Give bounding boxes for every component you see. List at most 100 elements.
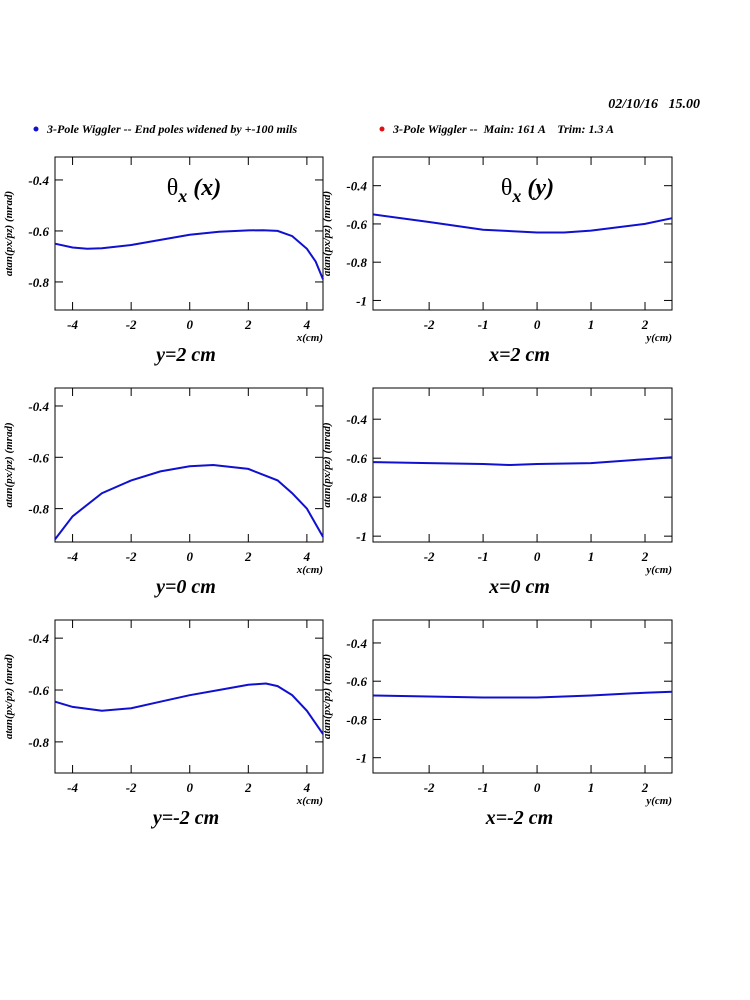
y-tick-label: -0.8 — [346, 712, 367, 727]
y-tick-label: -0.8 — [28, 275, 49, 290]
data-line — [372, 690, 673, 699]
data-line — [54, 229, 324, 280]
y-tick-label: -0.6 — [346, 217, 367, 232]
x-tick-label: -1 — [478, 549, 489, 564]
x-axis-label: x(cm) — [296, 332, 323, 344]
panel: -2 -1 0 1 2 -0.4 -0.6 -0.8 -1 y(cm) atan(px/pz) (m… — [321, 156, 673, 366]
data-line — [372, 456, 673, 467]
x-tick-label: 2 — [244, 780, 252, 795]
panel-caption: y=2 cm — [154, 344, 216, 366]
x-axis-label: y(cm) — [644, 564, 672, 576]
x-tick-label: -1 — [478, 780, 489, 795]
x-tick-label: -2 — [424, 317, 435, 332]
y-tick-label: -0.8 — [346, 255, 367, 270]
y-tick-label: -0.8 — [28, 735, 49, 750]
x-tick-label: 0 — [534, 549, 541, 564]
y-tick-label: -1 — [356, 529, 367, 544]
y-axis-label: atan(px/pz) (mrad) — [3, 422, 15, 507]
x-tick-label: -4 — [67, 780, 78, 795]
x-tick-label: 2 — [641, 780, 649, 795]
y-tick-label: -0.4 — [346, 412, 367, 427]
y-tick-label: -0.6 — [346, 451, 367, 466]
panel-caption: x=-2 cm — [485, 807, 554, 829]
panel: -4 -2 0 2 4 -0.4 -0.6 -0.8 x(cm) atan(px/pz) (mra… — [3, 619, 324, 829]
title-part: x — [511, 186, 521, 206]
x-tick-label: 2 — [641, 317, 649, 332]
data-line — [54, 463, 324, 541]
x-tick-label: 0 — [186, 549, 193, 564]
x-tick-label: 2 — [244, 317, 252, 332]
y-axis-label: atan(px/pz) (mrad) — [321, 654, 333, 739]
x-tick-label: -4 — [67, 317, 78, 332]
panel-caption: x=0 cm — [488, 576, 550, 598]
plot-frame — [372, 156, 673, 311]
data-line — [372, 213, 673, 234]
x-tick-label: 1 — [588, 549, 595, 564]
y-tick-label: -0.6 — [28, 450, 49, 465]
x-tick-label: -2 — [126, 549, 137, 564]
plot-frame — [54, 619, 324, 774]
y-tick-label: -0.8 — [346, 490, 367, 505]
x-tick-label: -2 — [424, 780, 435, 795]
x-tick-label: -2 — [424, 549, 435, 564]
y-tick-label: -0.6 — [28, 683, 49, 698]
panel-caption: x=2 cm — [488, 344, 550, 366]
x-tick-label: 4 — [303, 549, 311, 564]
plot-frame — [54, 387, 324, 543]
y-tick-label: -0.6 — [28, 224, 49, 239]
panel: -4 -2 0 2 4 -0.4 -0.6 -0.8 x(cm) atan(px/pz) (mra… — [3, 387, 324, 598]
legend-marker — [33, 126, 39, 132]
legend-text: 3-Pole Wiggler -- Main: 161 A Trim: 1.3 … — [392, 122, 614, 136]
x-axis-label: x(cm) — [296, 564, 323, 576]
legend-text: 3-Pole Wiggler -- End poles widened by +… — [46, 122, 297, 136]
title-part: θ — [501, 175, 513, 201]
plot-frame — [372, 387, 673, 543]
panel-caption: y=-2 cm — [151, 807, 219, 829]
title-part: θ — [167, 175, 179, 201]
x-tick-label: 0 — [534, 317, 541, 332]
date: 02/10/16 15.00 — [608, 97, 700, 112]
x-tick-label: 1 — [588, 780, 595, 795]
data-line — [54, 682, 324, 735]
x-tick-label: 2 — [641, 549, 649, 564]
x-tick-label: -4 — [67, 549, 78, 564]
x-tick-label: 4 — [303, 780, 311, 795]
y-axis-label: atan(px/pz) (mrad) — [3, 654, 15, 739]
y-tick-label: -0.8 — [28, 502, 49, 517]
x-tick-label: 4 — [303, 317, 311, 332]
x-tick-label: -2 — [126, 317, 137, 332]
x-tick-label: 0 — [186, 780, 193, 795]
x-tick-label: 0 — [534, 780, 541, 795]
panel: -2 -1 0 1 2 -0.4 -0.6 -0.8 -1 y(cm) atan(px/pz) (m… — [321, 619, 673, 829]
x-axis-label: y(cm) — [644, 795, 672, 807]
panel-title: θx (x) — [167, 175, 221, 206]
panel-title: θx (y) — [501, 175, 554, 206]
y-tick-label: -0.4 — [346, 179, 367, 194]
y-axis-label: atan(px/pz) (mrad) — [321, 191, 333, 276]
y-tick-label: -0.4 — [28, 173, 49, 188]
y-axis-label: atan(px/pz) (mrad) — [3, 191, 15, 276]
y-tick-label: -0.4 — [28, 399, 49, 414]
panel: -4 -2 0 2 4 -0.4 -0.6 -0.8 x(cm) atan(px/pz) (mra… — [3, 156, 324, 366]
panel-caption: y=0 cm — [154, 576, 216, 598]
y-tick-label: -0.4 — [28, 631, 49, 646]
x-axis-label: y(cm) — [644, 332, 672, 344]
plot-frame — [54, 156, 324, 311]
y-tick-label: -1 — [356, 751, 367, 766]
x-tick-label: 1 — [588, 317, 595, 332]
title-part: (y) — [527, 175, 554, 201]
y-tick-label: -0.4 — [346, 636, 367, 651]
title-part: (x) — [193, 175, 221, 201]
x-axis-label: x(cm) — [296, 795, 323, 807]
x-tick-label: -2 — [126, 780, 137, 795]
x-tick-label: 2 — [244, 549, 252, 564]
y-tick-label: -0.6 — [346, 674, 367, 689]
title-part: x — [177, 186, 187, 206]
panel: -2 -1 0 1 2 -0.4 -0.6 -0.8 -1 y(cm) atan(px/pz) (m… — [321, 387, 673, 598]
y-tick-label: -1 — [356, 293, 367, 308]
y-axis-label: atan(px/pz) (mrad) — [321, 422, 333, 507]
x-tick-label: 0 — [186, 317, 193, 332]
x-tick-label: -1 — [478, 317, 489, 332]
legend-marker — [379, 126, 385, 132]
